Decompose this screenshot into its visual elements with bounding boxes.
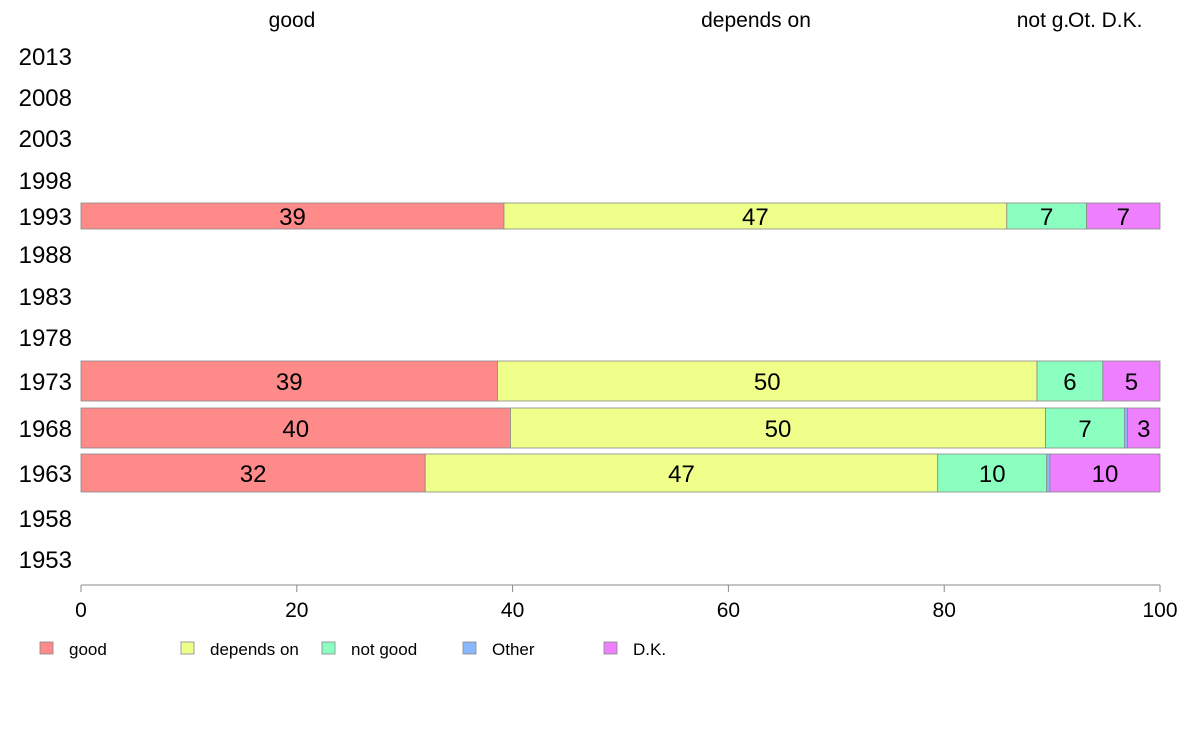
y-axis-labels: 2013 2008 2003 1998 1993 1988 1983 1978 1973 1968… xyxy=(19,44,72,574)
y-tick-label: 1963 xyxy=(19,461,72,488)
data-label: 50 xyxy=(754,369,781,396)
x-tick-label: 60 xyxy=(717,599,740,622)
bar-segment xyxy=(503,202,1008,230)
top-label: D.K. xyxy=(1102,9,1143,32)
bar-segment xyxy=(1123,407,1129,449)
bar-segment xyxy=(80,202,505,230)
bar-segment xyxy=(80,360,498,402)
x-tick-label: 0 xyxy=(75,599,87,622)
y-tick-label: 2003 xyxy=(19,126,72,153)
legend: good depends on not good Other D.K. xyxy=(39,640,666,659)
y-tick-label: 1973 xyxy=(19,369,72,396)
data-label: 47 xyxy=(668,461,695,488)
bar-segment xyxy=(1086,202,1161,230)
legend-label: D.K. xyxy=(633,640,666,659)
top-label: not g. xyxy=(1017,9,1070,32)
data-label: 7 xyxy=(1040,204,1053,231)
legend-swatch xyxy=(39,641,54,655)
x-tick-label: 20 xyxy=(285,599,308,622)
y-tick-label: 2013 xyxy=(19,44,72,71)
legend-label: Other xyxy=(492,640,535,659)
legend-label: depends on xyxy=(210,640,299,659)
data-label: 39 xyxy=(276,369,303,396)
y-tick-label: 1968 xyxy=(19,416,72,443)
bar-segment xyxy=(80,407,511,449)
legend-label: good xyxy=(69,640,107,659)
data-label: 40 xyxy=(282,416,309,443)
y-tick-label: 1978 xyxy=(19,325,72,352)
top-label: good xyxy=(269,9,316,32)
bar-segment xyxy=(424,453,939,493)
bar-segment xyxy=(497,360,1038,402)
data-label: 5 xyxy=(1125,369,1138,396)
bar-segment xyxy=(1006,202,1088,230)
data-label: 50 xyxy=(765,416,792,443)
data-label: 39 xyxy=(279,204,306,231)
legend-swatch xyxy=(603,641,618,655)
data-label: 7 xyxy=(1117,204,1130,231)
bar-segment xyxy=(1046,453,1051,493)
legend-swatch xyxy=(180,641,195,655)
top-category-labels: good depends on not g.Ot. D.K. xyxy=(269,9,1143,32)
y-tick-label: 1958 xyxy=(19,506,72,533)
bar-segment xyxy=(1049,453,1161,493)
bar-segment xyxy=(1102,360,1161,402)
y-tick-label: 1998 xyxy=(19,168,72,195)
y-tick-label: 1953 xyxy=(19,547,72,574)
legend-swatch xyxy=(321,641,336,655)
top-label: depends on xyxy=(701,9,811,32)
y-tick-label: 1993 xyxy=(19,204,72,231)
x-tick-label: 40 xyxy=(501,599,524,622)
stacked-bars: 39 47 7 7 39 50 6 5 40 50 7 3 32 47 10 10 xyxy=(80,202,1161,493)
y-tick-label: 2008 xyxy=(19,85,72,112)
bar-segment xyxy=(80,453,426,493)
y-tick-label: 1988 xyxy=(19,242,72,269)
legend-label: not good xyxy=(351,640,417,659)
y-tick-label: 1983 xyxy=(19,284,72,311)
top-label: Ot. xyxy=(1068,9,1096,32)
x-axis: 0 20 40 60 80 100 xyxy=(75,584,1178,622)
x-tick-label: 80 xyxy=(933,599,956,622)
bar-segment xyxy=(1127,407,1161,449)
data-label: 10 xyxy=(979,461,1006,488)
data-label: 3 xyxy=(1137,416,1150,443)
data-label: 32 xyxy=(240,461,267,488)
x-tick-label: 100 xyxy=(1142,599,1177,622)
data-label: 10 xyxy=(1092,461,1119,488)
bar-segment xyxy=(510,407,1047,449)
data-label: 7 xyxy=(1078,416,1091,443)
legend-swatch xyxy=(462,641,477,655)
bar-segment xyxy=(1036,360,1104,402)
data-label: 6 xyxy=(1063,369,1076,396)
data-label: 47 xyxy=(742,204,769,231)
